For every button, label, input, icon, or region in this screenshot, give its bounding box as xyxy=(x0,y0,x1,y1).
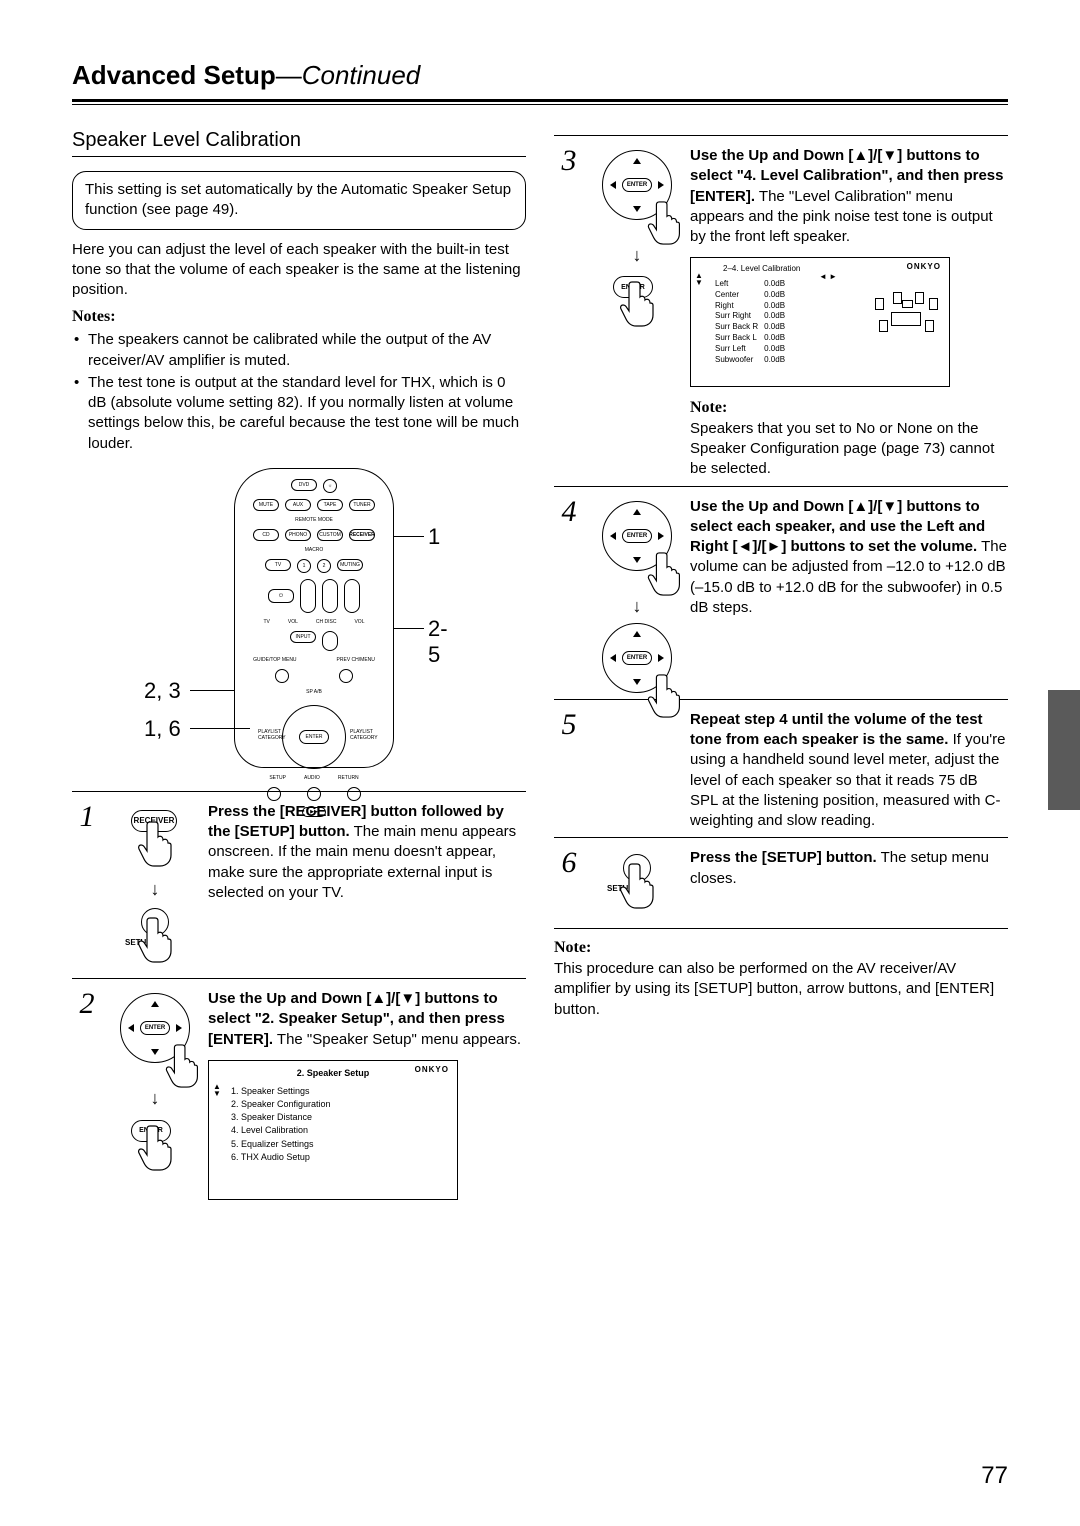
dpad-art: ENTER xyxy=(602,501,672,571)
step-1: 1 RECEIVER ↓ SETUP Press the [RECEIVER] … xyxy=(72,791,526,972)
remote-btn xyxy=(275,669,289,683)
step-6: 6 SETUP Press the [SETUP] button. The se… xyxy=(554,837,1008,918)
note-item: The test tone is output at the standard … xyxy=(88,373,526,454)
step-number: 3 xyxy=(554,146,584,480)
step-3-note: Note: Speakers that you set to No or Non… xyxy=(690,397,1008,479)
page-title: Advanced Setup—Continued xyxy=(72,60,1008,91)
remote-outline: DVD ☼ MUTE AUX TAPE TUNER REMOTE MODE CD PHON… xyxy=(234,468,394,768)
arrow-down-icon: ↓ xyxy=(151,1091,160,1105)
section-heading: Speaker Level Calibration xyxy=(72,129,526,157)
footer-note: Note: This procedure can also be perform… xyxy=(554,928,1008,1019)
remote-rocker xyxy=(322,631,338,651)
remote-enter: ENTER xyxy=(299,730,329,744)
speaker-layout-icon xyxy=(875,292,939,338)
note-item: The speakers cannot be calibrated while … xyxy=(88,330,526,371)
step-number: 2 xyxy=(72,989,102,1200)
remote-btn: TAPE xyxy=(317,499,343,511)
step-number: 1 xyxy=(72,802,102,972)
step-number: 5 xyxy=(554,710,584,832)
osd-item: 3. Speaker Distance xyxy=(231,1111,449,1123)
remote-btn: MUTING xyxy=(337,559,363,571)
remote-mode-label: REMOTE MODE xyxy=(295,517,333,523)
remote-btn: TUNER xyxy=(349,499,375,511)
updown-icon: ▲▼ xyxy=(695,272,703,286)
callout-2-5: 2-5 xyxy=(428,616,454,668)
remote-btn: AUX xyxy=(285,499,311,511)
callout-1: 1 xyxy=(428,524,440,550)
osd-item: 6. THX Audio Setup xyxy=(231,1151,449,1163)
remote-btn: 1 xyxy=(297,559,311,573)
step-2-body: The "Speaker Setup" menu appears. xyxy=(277,1031,521,1048)
step-number: 4 xyxy=(554,497,584,693)
remote-btn-setup xyxy=(267,787,281,801)
remote-btn: ▶▶ xyxy=(302,807,326,817)
remote-btn: CD xyxy=(253,529,279,541)
dpad-art: ENTER xyxy=(602,623,672,693)
remote-btn-receiver: RECEIVER xyxy=(349,529,375,541)
step-4: 4 ENTER ↓ ENTER Use the Up and Down [▲]/… xyxy=(554,486,1008,693)
remote-btn: PHONO xyxy=(285,529,311,541)
osd-brand: ONKYO xyxy=(907,262,941,273)
remote-btn xyxy=(339,669,353,683)
title-italic: Continued xyxy=(302,60,421,90)
arrow-down-icon: ↓ xyxy=(633,248,642,262)
title-dash: — xyxy=(276,60,302,90)
remote-btn: MUTE xyxy=(253,499,279,511)
remote-diagram: DVD ☼ MUTE AUX TAPE TUNER REMOTE MODE CD PHON… xyxy=(144,468,454,773)
side-tab xyxy=(1048,690,1080,810)
light-icon: ☼ xyxy=(323,479,337,493)
remote-btn xyxy=(307,787,321,801)
step-3: 3 ENTER ↓ ENTER Use the Up and Down [▲]/… xyxy=(554,135,1008,480)
updown-icon: ▲▼ xyxy=(213,1083,221,1097)
leftright-icon: ◄ ► xyxy=(819,272,837,283)
remote-rocker xyxy=(300,579,316,613)
osd-item: 4. Level Calibration xyxy=(231,1124,449,1136)
osd-item: 2. Speaker Configuration xyxy=(231,1098,449,1110)
osd-speaker-setup: ONKYO 2. Speaker Setup ▲▼ 1. Speaker Set… xyxy=(208,1060,458,1200)
auto-setup-callout: This setting is set automatically by the… xyxy=(72,171,526,230)
title-rule xyxy=(72,99,1008,105)
step-5-bold: Repeat step 4 until the volume of the te… xyxy=(690,711,983,748)
osd-brand: ONKYO xyxy=(415,1065,449,1076)
title-bold: Advanced Setup xyxy=(72,60,276,90)
callout-2-3: 2, 3 xyxy=(144,678,181,704)
right-column: 3 ENTER ↓ ENTER Use the Up and Down [▲]/… xyxy=(554,129,1008,1200)
notes-label: Notes: xyxy=(72,308,526,326)
remote-dpad: ENTER xyxy=(282,705,346,769)
enter-button-art: ENTER xyxy=(125,1116,185,1172)
step-number: 6 xyxy=(554,848,584,918)
remote-btn xyxy=(347,787,361,801)
intro-text: Here you can adjust the level of each sp… xyxy=(72,240,526,301)
osd-level-calibration: ONKYO 2–4. Level Calibration ▲▼ ◄ ► Left… xyxy=(690,257,950,387)
page-number: 77 xyxy=(981,1462,1008,1490)
remote-btn: ⏻ xyxy=(268,589,294,603)
remote-rocker xyxy=(322,579,338,613)
osd-item: 1. Speaker Settings xyxy=(231,1085,449,1097)
step-5: 5 Repeat step 4 until the volume of the … xyxy=(554,699,1008,832)
step-4-bold: Use the Up and Down [▲]/[▼] buttons to s… xyxy=(690,498,985,556)
enter-button-art: ENTER xyxy=(607,272,667,328)
remote-btn: TV xyxy=(265,559,291,571)
remote-btn: CUSTOM xyxy=(317,529,343,541)
callout-1-6: 1, 6 xyxy=(144,716,181,742)
remote-btn: INPUT xyxy=(290,631,316,643)
arrow-down-icon: ↓ xyxy=(151,882,160,896)
remote-btn: 2 xyxy=(317,559,331,573)
macro-label: MACRO xyxy=(305,547,324,553)
receiver-button-art: RECEIVER xyxy=(125,806,185,872)
arrow-down-icon: ↓ xyxy=(633,599,642,613)
notes-list: The speakers cannot be calibrated while … xyxy=(72,330,526,454)
dpad-art: ENTER xyxy=(602,150,672,220)
step-6-bold: Press the [SETUP] button. xyxy=(690,849,877,866)
dpad-art: ENTER xyxy=(120,993,190,1063)
setup-button-art: SETUP xyxy=(125,906,185,972)
osd-cal-table: Left0.0dB Center0.0dB Right0.0dB Surr Ri… xyxy=(715,279,791,365)
remote-btn: DVD xyxy=(291,479,317,491)
left-column: Speaker Level Calibration This setting i… xyxy=(72,129,526,1200)
setup-button-art: SETUP xyxy=(607,852,667,918)
step-2: 2 ENTER ↓ ENTER Use the Up and Down [▲]/… xyxy=(72,978,526,1200)
osd-item: 5. Equalizer Settings xyxy=(231,1138,449,1150)
remote-rocker xyxy=(344,579,360,613)
